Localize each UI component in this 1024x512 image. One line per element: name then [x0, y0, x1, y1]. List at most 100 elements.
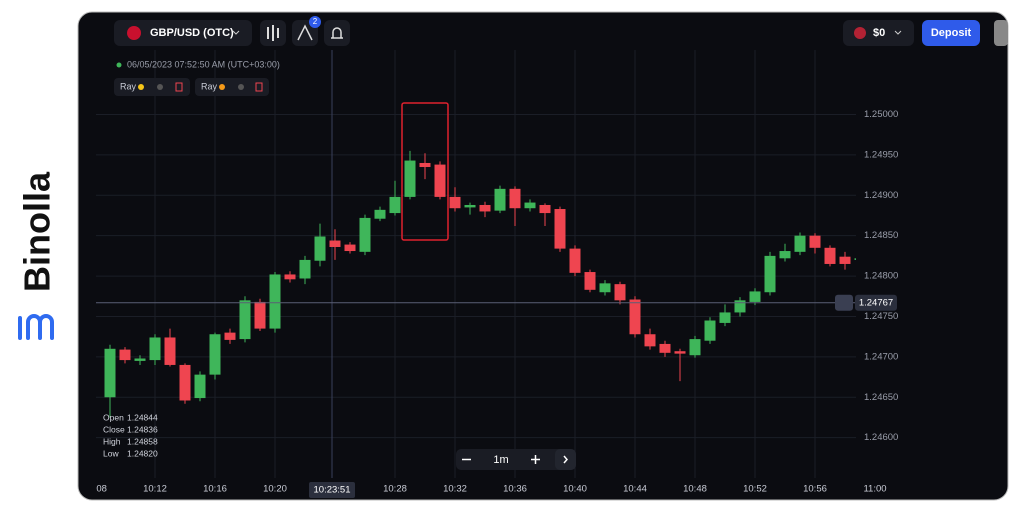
- x-tick-label: 10:56: [803, 484, 827, 495]
- y-tick-label: 1.25000: [864, 109, 898, 120]
- y-tick-label: 1.24850: [864, 230, 898, 241]
- icon: [331, 27, 343, 39]
- ohlc-value: 1.24836: [127, 424, 158, 434]
- candle-body: [824, 247, 836, 264]
- price-tag: [855, 294, 897, 311]
- candle-body: [599, 283, 611, 293]
- candle-body: [509, 188, 521, 209]
- drawing-label: Ray: [201, 81, 218, 91]
- brand-icon: [18, 314, 54, 340]
- drawing-chip[interactable]: [195, 78, 269, 96]
- alert-button[interactable]: [324, 20, 350, 46]
- x-tick-label: 10:36: [503, 484, 527, 495]
- ohlc-label: High: [103, 436, 121, 446]
- plot: [96, 50, 856, 478]
- pair: GBP/USD (OTC): [150, 27, 234, 39]
- candle-body: [569, 248, 581, 273]
- candle-body: [719, 312, 731, 323]
- candle-body: [479, 204, 491, 212]
- y-tick-label: 1.24800: [864, 271, 898, 282]
- candle-body: [854, 258, 856, 260]
- candle-body: [269, 274, 281, 329]
- visibility-icon[interactable]: [157, 84, 163, 90]
- deposit-button[interactable]: [922, 20, 980, 46]
- y-tick-label: 1.24750: [864, 311, 898, 322]
- status-dot: [116, 62, 122, 68]
- candle-body: [524, 202, 536, 209]
- pair-selector[interactable]: [114, 20, 252, 46]
- candle-body: [419, 162, 431, 168]
- ohlc-label: Low: [103, 448, 119, 458]
- candle-body: [659, 343, 671, 353]
- drawing-chip[interactable]: [114, 78, 190, 96]
- panel: [77, 11, 1009, 501]
- candle-body: [119, 349, 131, 361]
- icon: [267, 25, 279, 41]
- candle-body: [224, 332, 236, 340]
- ohlc-label: Open: [103, 412, 124, 422]
- candle-body: [284, 274, 296, 280]
- x-tick-label: 10:44: [623, 484, 647, 495]
- candle-body: [404, 160, 416, 197]
- candle-body: [374, 209, 386, 219]
- icon: [563, 455, 568, 464]
- brand: Binolla: [17, 171, 58, 292]
- candle-body: [164, 337, 176, 365]
- y-tick-label: 1.24950: [864, 149, 898, 160]
- candle-body: [329, 240, 341, 247]
- ohlc-value: 1.24820: [127, 448, 158, 458]
- x-tick-label: 10:48: [683, 484, 707, 495]
- candle-body: [554, 209, 566, 249]
- candle-body: [749, 291, 761, 302]
- x-tick-label: 10:52: [743, 484, 767, 495]
- candle-body: [839, 256, 851, 264]
- x-tick-label: 10:12: [143, 484, 167, 495]
- visibility-icon[interactable]: [238, 84, 244, 90]
- x-tick-label: 11:00: [863, 484, 886, 495]
- x-tick-label: 10:40: [563, 484, 587, 495]
- avatar[interactable]: [994, 20, 1008, 46]
- zoom-in[interactable]: [531, 455, 540, 464]
- delete-icon[interactable]: [175, 82, 183, 92]
- candle-body: [389, 196, 401, 214]
- candle-body: [359, 217, 371, 252]
- candle-body: [344, 244, 356, 252]
- y-tick-label: 1.24600: [864, 432, 898, 443]
- chevron: [232, 30, 240, 35]
- x-tick-label: 10:20: [263, 484, 287, 495]
- x-tick-label: 10:16: [203, 484, 227, 495]
- y-tick-label: 1.24900: [864, 190, 898, 201]
- deposit-label: Deposit: [931, 27, 972, 39]
- y-tick-label: 1.24700: [864, 351, 898, 362]
- price-tag-label: 1.24767: [859, 297, 893, 308]
- price-alert-button[interactable]: [835, 294, 853, 311]
- scroll-button[interactable]: [555, 449, 576, 470]
- crosshair-time: 10:23:51: [314, 485, 351, 496]
- candle-body: [494, 188, 506, 211]
- x-tick-label: 10:08: [83, 484, 107, 495]
- balance-selector[interactable]: [843, 20, 914, 46]
- candle-body: [539, 204, 551, 214]
- candle-body: [734, 300, 746, 313]
- ohlc-value: 1.24844: [127, 412, 158, 422]
- candle-body: [614, 284, 626, 301]
- flag: [127, 26, 141, 40]
- balance: $0: [873, 27, 885, 39]
- highlight-box: [401, 102, 449, 241]
- candle-body: [809, 235, 821, 248]
- timestamp: 06/05/2023 07:52:50 AM (UTC+03:00): [127, 59, 280, 69]
- badge-bg: [309, 16, 321, 28]
- chevron: [894, 30, 902, 35]
- x-tick-label: 10:28: [383, 484, 407, 495]
- candle-body: [689, 339, 701, 356]
- color-dot: [219, 84, 225, 90]
- candle-body: [434, 164, 446, 197]
- candle-body: [134, 358, 146, 361]
- delete-icon[interactable]: [255, 82, 263, 92]
- candle-body: [314, 236, 326, 261]
- chart: 1.24600 1.24650 1.24700 1.24750 1.24800 1.248…: [83, 50, 898, 498]
- candle-body: [584, 272, 596, 290]
- flag: [854, 27, 866, 39]
